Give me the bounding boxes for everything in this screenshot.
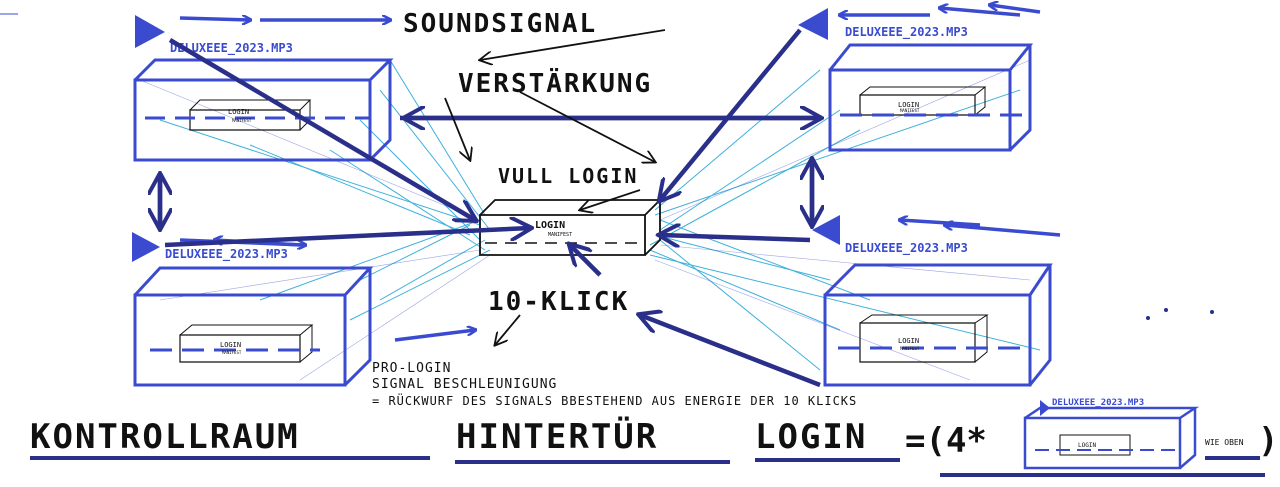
signal-lines-faint	[139, 59, 1031, 381]
stray-dots	[1146, 308, 1214, 320]
signal-arrows-navy	[160, 28, 820, 388]
speaker-icon	[798, 8, 828, 40]
footer-login: LOGIN	[755, 417, 867, 457]
footer-mini-file: DELUXEEE_2023.MP3	[1052, 398, 1144, 408]
mp3-box-top-right	[828, 43, 1034, 152]
label-vull-login: VULL LOGIN	[498, 164, 638, 188]
box-file-label: DELUXEEE_2023.MP3	[845, 241, 968, 256]
speaker-icon	[812, 215, 840, 245]
label-10-klick: 10-KLICK	[488, 287, 629, 317]
center-box-label: LOGIN	[535, 220, 565, 231]
mp3-box-bottom-right	[823, 263, 1053, 387]
annotation-arrows-black	[444, 29, 666, 345]
footer-wie-oben: WIE OBEN	[1205, 438, 1244, 447]
speaker-triangles	[132, 8, 1050, 416]
box-inner-login: LOGIN	[898, 101, 919, 109]
footer-kontrollraum: KONTROLLRAUM	[30, 417, 300, 457]
label-pro-login: PRO-LOGIN	[372, 361, 451, 376]
signal-lines	[159, 59, 1041, 371]
box-inner-manifest: MANIFEST	[232, 118, 252, 123]
box-inner-login: LOGIN	[228, 108, 249, 116]
label-soundsignal: SOUNDSIGNAL	[403, 9, 597, 39]
box-file-label: DELUXEEE_2023.MP3	[845, 25, 968, 40]
box-inner-login: LOGIN	[898, 337, 919, 345]
center-box-sublabel: MANIFEST	[548, 232, 572, 238]
box-inner-manifest: MANIFEST	[900, 346, 920, 351]
box-inner-login: LOGIN	[220, 341, 241, 349]
box-inner-manifest: MANIFEST	[900, 108, 920, 113]
box-file-label: DELUXEEE_2023.MP3	[165, 247, 288, 262]
footer-hintertuer: HINTERTÜR	[456, 416, 658, 457]
footer-mini-login: LOGIN	[1078, 442, 1096, 449]
label-verstaerkung: VERSTÄRKUNG	[458, 67, 652, 99]
speaker-icon	[132, 232, 160, 262]
speaker-icon	[135, 15, 165, 48]
footer-close-paren: )	[1258, 421, 1278, 461]
box-file-label: DELUXEEE_2023.MP3	[170, 41, 293, 56]
box-inner-manifest: MANIFEST	[222, 350, 242, 355]
footer-formula: =(4*	[905, 421, 987, 461]
label-signal-beschleunigung: SIGNAL BESCHLEUNIGUNG	[372, 377, 557, 392]
mp3-box-bottom-left	[133, 266, 374, 387]
footer-mini-box	[1023, 406, 1200, 470]
footer-underlines	[30, 456, 1265, 477]
label-rueckwurf: = RÜCKWURF DES SIGNALS BBESTEHEND AUS EN…	[372, 392, 857, 408]
